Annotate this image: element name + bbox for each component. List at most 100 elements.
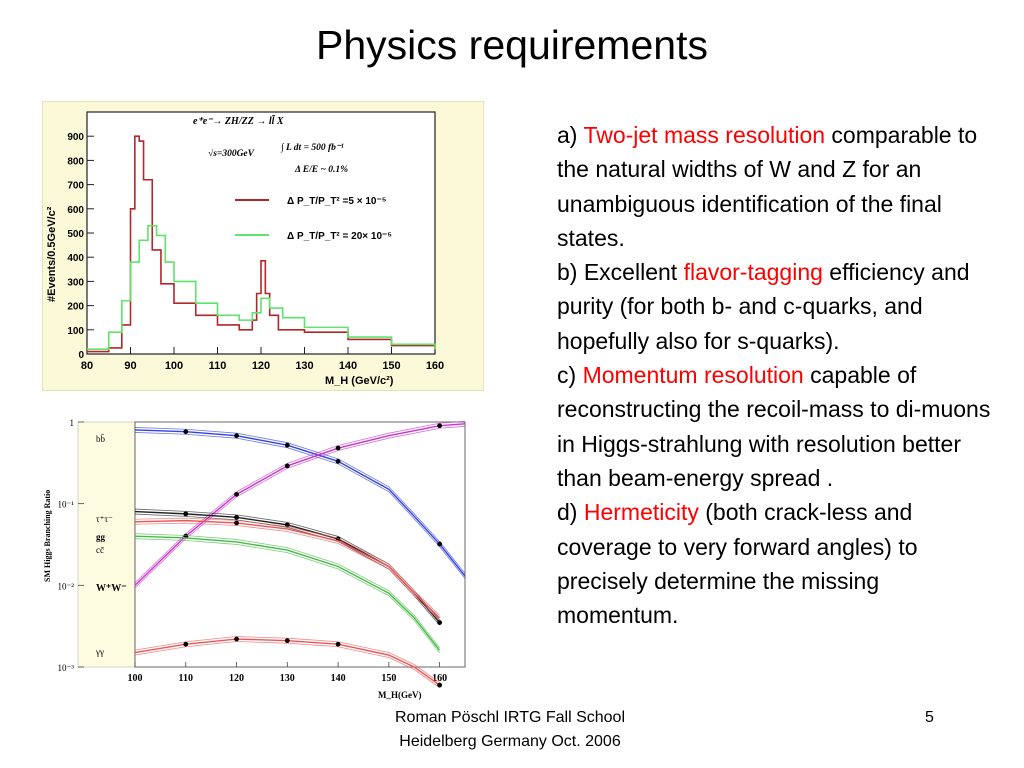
requirement-c-text: capable of reconstructing the recoil-mas…: [557, 362, 991, 491]
requirement-c-prefix: c): [557, 362, 583, 389]
requirement-b-text: efficiency and purity (for both b- and c…: [557, 259, 970, 354]
series-ww-point: [284, 463, 290, 469]
requirement-d-prefix: d): [557, 499, 584, 526]
x-tick-label: 100: [128, 673, 143, 684]
series-gammagamma-point: [183, 641, 189, 647]
y-tick-label: 200: [67, 302, 84, 313]
x-tick-label: 130: [280, 673, 295, 684]
series-gammagamma-band: [134, 641, 440, 688]
x-tick-label: 150: [381, 673, 396, 684]
y-tick-label: 700: [67, 181, 84, 192]
requirement-a-prefix: a): [557, 122, 584, 148]
series-green-line: [87, 224, 436, 350]
legend-green-label: Δ P_T/P_T² = 20× 10⁻⁵: [287, 231, 392, 242]
series-bb-point: [234, 433, 239, 439]
series-cc-band: [134, 533, 440, 649]
series-bb-band: [134, 432, 466, 579]
y-tick-label: 0: [78, 350, 84, 361]
series-gg-point: [234, 520, 239, 526]
series-gammagamma-point: [234, 636, 239, 642]
requirement-a-highlight: Two-jet mass resolution: [583, 122, 826, 148]
series-gammagamma-band: [134, 636, 440, 683]
requirement-b-prefix: b) Excellent: [557, 259, 684, 286]
y-axis-label: SM Higgs Branching Ratio: [43, 490, 52, 582]
legend-red-label: Δ P_T/P_T² =5 × 10⁻⁵: [287, 196, 387, 207]
series-tautau-point: [437, 620, 443, 625]
requirement-a-text: comparable to the natural widths of W an…: [557, 122, 978, 251]
x-tick-label: 120: [252, 360, 270, 372]
y-tick-label: 600: [67, 205, 84, 216]
process-label: e⁺e⁻→ ZH/ZZ → ll̄ X: [193, 115, 284, 127]
series-gg-band: [134, 517, 440, 616]
y-tick-label: 900: [67, 132, 84, 143]
series-bb-point: [437, 541, 443, 547]
recoil-mass-chart: 80 90 100 110 120 130 140 150 160 0 100 200 300 400 50…: [46, 111, 444, 387]
y-tick-label: 10⁻²: [58, 581, 75, 591]
series-ww-point: [234, 491, 239, 497]
series-tautau-point: [234, 514, 239, 520]
series-bb-point: [284, 442, 290, 448]
y-tick-label: 300: [67, 277, 84, 288]
channel-label-gammagamma: γγ: [95, 647, 104, 657]
beam-spread-label: Δ E/E ~ 0.1%: [294, 165, 348, 175]
page-number: 5: [925, 709, 934, 726]
x-tick-label: 120: [229, 673, 244, 684]
sqrt-s-label: √s=300GeV: [208, 148, 255, 159]
channel-label-band: [77, 421, 136, 668]
series-ww-point: [437, 423, 443, 429]
x-tick-label: 140: [339, 360, 357, 372]
x-tick-label: 100: [165, 360, 183, 372]
footer: Roman Pöschl IRTG Fall School Heidelberg…: [340, 706, 680, 754]
series-ww-point: [335, 445, 341, 451]
y-tick-label: 10⁻³: [58, 663, 75, 673]
series-tautau-point: [183, 511, 189, 517]
x-tick-label: 80: [81, 360, 93, 372]
plot-frame: [134, 421, 466, 668]
requirements-text: a) Two-jet mass resolution comparable to…: [557, 118, 1002, 632]
series-bb-point: [183, 429, 189, 435]
plot-frame: [86, 111, 436, 355]
channel-label-ww: W⁺W⁻: [96, 583, 127, 594]
requirement-b: b) Excellent flavor-tagging efficiency a…: [557, 255, 1002, 358]
requirement-d-highlight: Hermeticity: [583, 499, 699, 526]
y-tick-label: 100: [67, 326, 84, 337]
x-tick-label: 160: [432, 673, 447, 684]
branching-ratio-chart: 100 110 120 130 140 150 160 10⁻³ 10⁻² 10⁻¹ 1 bb̄ τ…: [43, 418, 466, 700]
y-tick-label: 500: [67, 229, 84, 240]
y-tick-label: 400: [67, 253, 84, 264]
luminosity-label: ∫ L dt = 500 fb⁻¹: [280, 143, 344, 153]
x-tick-label: 150: [382, 360, 400, 372]
series-cc-line: [134, 535, 441, 651]
series-gammagamma-point: [284, 638, 290, 644]
higgs-branching-ratio-figure: 100 110 120 130 140 150 160 10⁻³ 10⁻² 10⁻¹ 1 bb̄ τ…: [38, 412, 466, 700]
x-tick-label: 110: [209, 360, 227, 372]
series-bb-band: [134, 427, 466, 574]
channel-label-bb: bb̄: [96, 434, 106, 444]
channel-label-tautau: τ⁺τ⁻: [96, 514, 113, 524]
footer-author: Roman Pöschl IRTG Fall School: [394, 709, 625, 726]
requirement-a: a) Two-jet mass resolution comparable to…: [557, 118, 1002, 255]
x-tick-label: 130: [295, 360, 313, 372]
series-gammagamma-point: [335, 641, 341, 647]
recoil-mass-histogram-figure: 80 90 100 110 120 130 140 150 160 0 100 200 300 400 50…: [42, 101, 484, 391]
series-ww-band: [134, 425, 466, 589]
series-ww-line: [134, 423, 466, 586]
requirement-d: d) Hermeticity (both crack-less and cove…: [557, 495, 1002, 632]
series-gg-line: [134, 519, 441, 619]
series-gg-band: [134, 522, 440, 621]
footer-event: Heidelberg Germany Oct. 2006: [399, 733, 621, 750]
series-red-line: [87, 135, 436, 353]
y-tick-label: 800: [67, 156, 84, 167]
y-axis-label: #Events/0.5GeV/c²: [46, 206, 58, 302]
channel-label-cc: cc̄: [96, 545, 104, 555]
y-tick-label: 1: [70, 418, 75, 428]
series-ww-band: [134, 420, 466, 584]
channel-label-gg: gg: [96, 532, 106, 542]
requirement-b-highlight: flavor-tagging: [683, 259, 823, 286]
x-tick-label: 140: [331, 673, 346, 684]
x-tick-label: 160: [426, 360, 444, 372]
series-bb-point: [335, 458, 341, 464]
x-tick-label: 90: [124, 360, 136, 372]
requirement-d-text: (both crack-less and coverage to very fo…: [557, 499, 918, 629]
x-axis-label: M_H (GeV/c²): [325, 375, 394, 387]
